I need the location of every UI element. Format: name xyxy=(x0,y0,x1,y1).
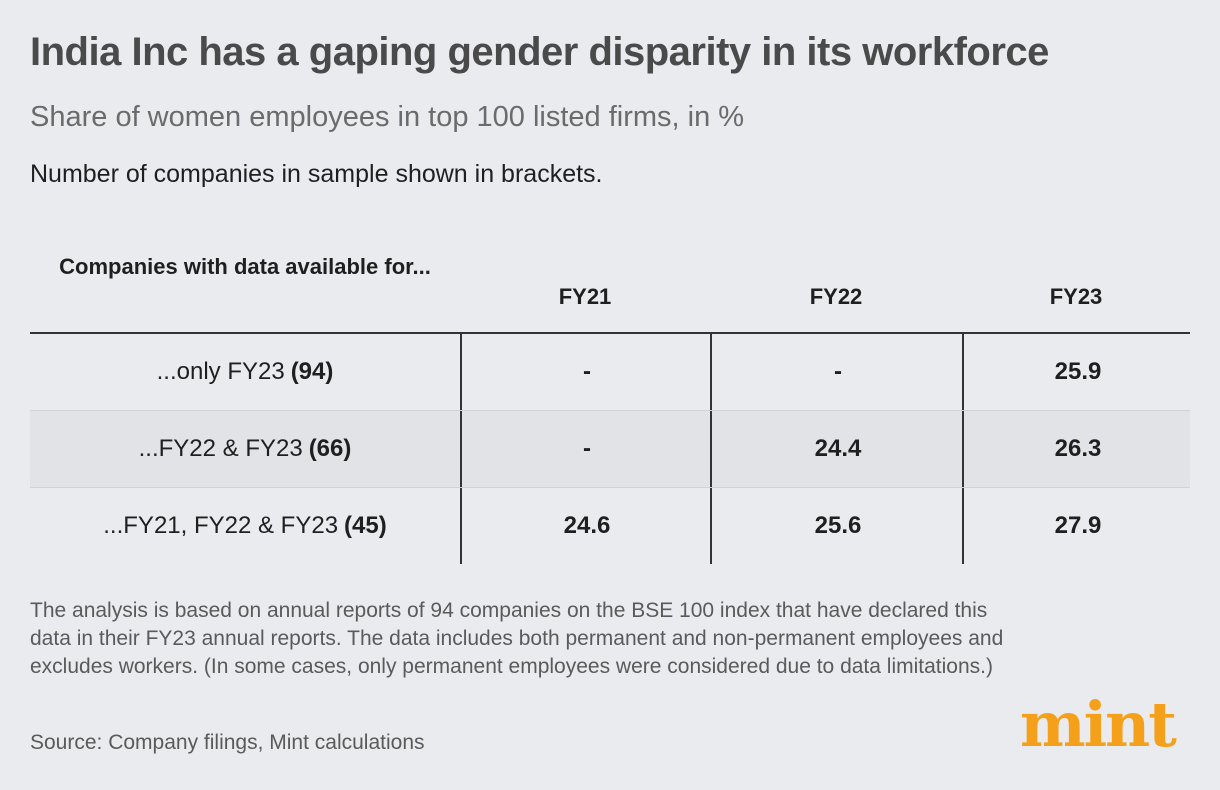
row-count: (94) xyxy=(290,358,334,385)
table-row: ...only FY23 (94) - - 25.9 xyxy=(30,334,1190,411)
cell-fy23: 25.9 xyxy=(962,334,1192,410)
cell-fy22: 24.4 xyxy=(710,411,964,487)
chart-subtitle: Share of women employees in top 100 list… xyxy=(30,101,745,133)
cell-fy21: - xyxy=(460,334,712,410)
table-row: ...FY22 & FY23 (66) - 24.4 26.3 xyxy=(30,411,1190,488)
header-fy21: FY21 xyxy=(558,284,612,309)
cell-fy22: - xyxy=(710,334,964,410)
row-count: (45) xyxy=(344,512,387,539)
cell-fy23: 26.3 xyxy=(962,411,1192,487)
chart-note: Number of companies in sample shown in b… xyxy=(30,160,603,188)
cell-fy23: 27.9 xyxy=(962,488,1192,564)
source-note: Source: Company filings, Mint calculatio… xyxy=(30,731,425,754)
table-row: ...FY21, FY22 & FY23 (45) 24.6 25.6 27.9 xyxy=(30,488,1190,564)
row-count: (66) xyxy=(308,435,352,462)
header-fy22: FY22 xyxy=(809,284,863,309)
footnote: The analysis is based on annual reports … xyxy=(30,599,1004,678)
row-label: ...only FY23 xyxy=(156,358,285,385)
cell-fy21: 24.6 xyxy=(460,488,712,564)
row-label: ...FY21, FY22 & FY23 xyxy=(103,512,339,539)
row-label-cell: ...FY22 & FY23 (66) xyxy=(30,411,460,487)
table-header: Companies with data available for... FY2… xyxy=(30,250,1190,334)
row-label: ...FY22 & FY23 xyxy=(138,435,303,462)
cell-fy21: - xyxy=(460,411,712,487)
cell-fy22: 25.6 xyxy=(710,488,964,564)
mint-logo: mint xyxy=(1020,688,1177,761)
row-label-cell: ...FY21, FY22 & FY23 (45) xyxy=(30,488,460,564)
row-label-cell: ...only FY23 (94) xyxy=(30,334,460,410)
header-companies: Companies with data available for... xyxy=(59,254,431,279)
header-fy23: FY23 xyxy=(1049,284,1103,309)
chart-title: India Inc has a gaping gender disparity … xyxy=(30,30,1049,74)
data-table: Companies with data available for... FY2… xyxy=(30,250,1190,564)
